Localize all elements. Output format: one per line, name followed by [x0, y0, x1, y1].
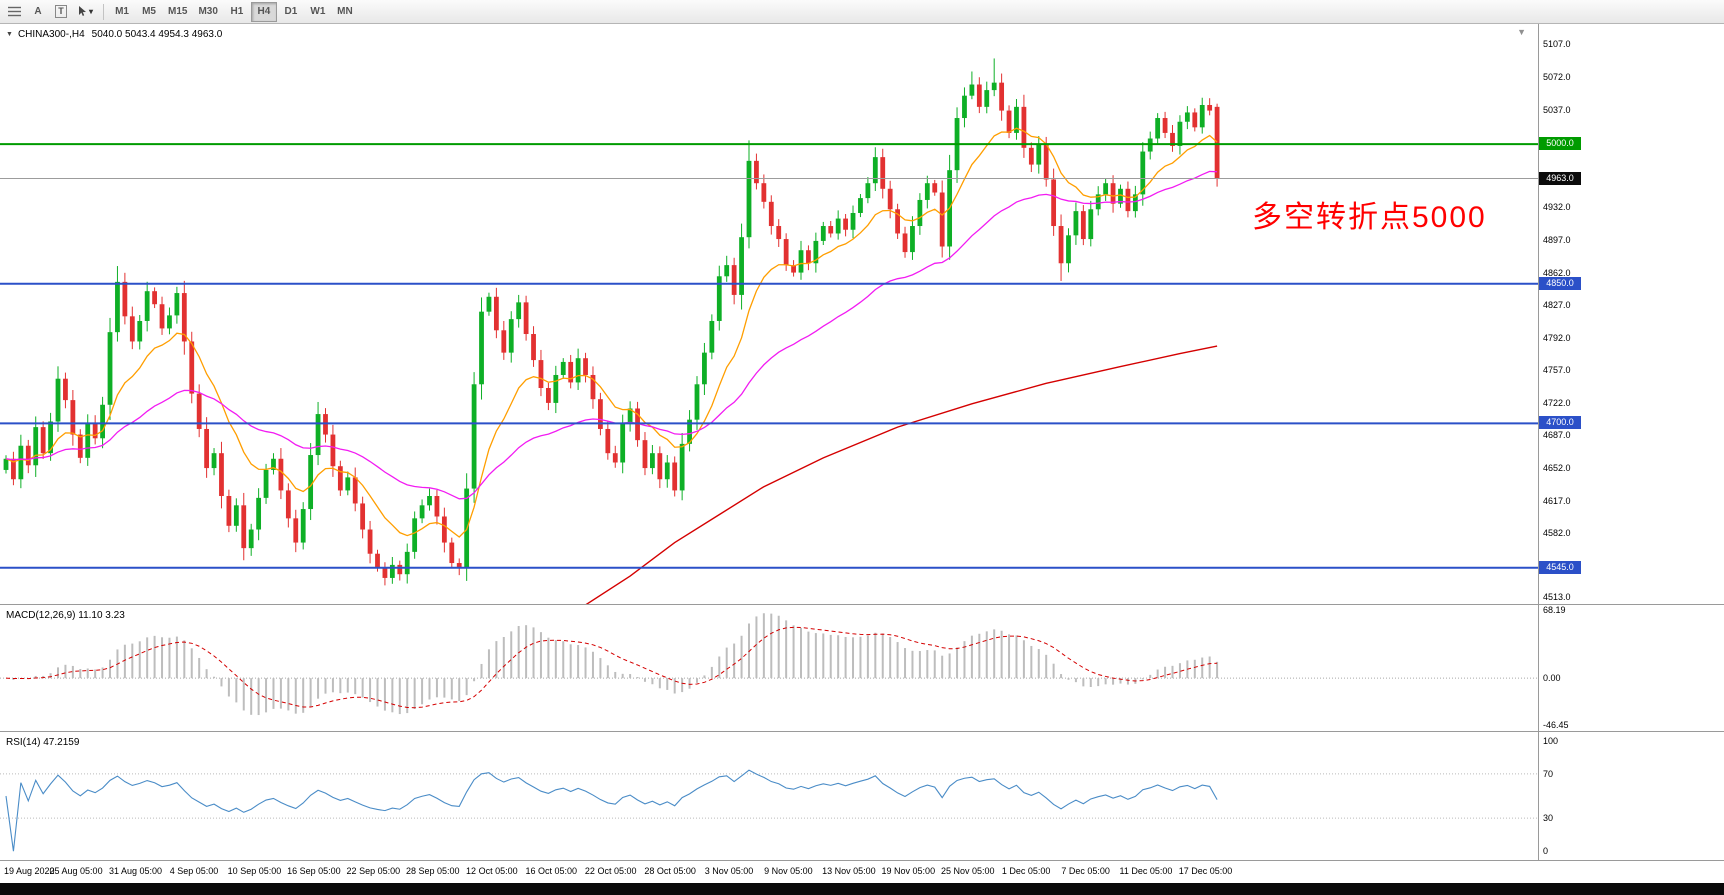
price-axis-label: 4827.0 [1543, 300, 1571, 311]
macd-panel: MACD(12,26,9) 11.10 3.23 68.19 0.00 -46.45 [0, 605, 1724, 732]
price-tag: 4850.0 [1539, 276, 1581, 290]
indicators-list-button[interactable] [3, 2, 26, 22]
time-axis-label: 9 Nov 05:00 [764, 866, 813, 876]
time-axis-label: 10 Sep 05:00 [227, 866, 282, 876]
timeframe-mn[interactable]: MN [332, 2, 358, 22]
toolbar-separator [103, 3, 105, 20]
candlestick-svg [0, 58, 1538, 604]
bottom-bar [0, 883, 1724, 895]
rsi-axis-label: 70 [1543, 768, 1554, 779]
time-axis-label: 13 Nov 05:00 [822, 866, 876, 876]
rsi-panel: RSI(14) 47.2159 100 70 30 0 [0, 732, 1724, 861]
time-axis-label: 19 Nov 05:00 [881, 866, 936, 876]
timeframe-m5[interactable]: M5 [136, 2, 162, 22]
time-axis-label: 7 Dec 05:00 [1061, 866, 1110, 876]
price-axis-label: 5107.0 [1543, 39, 1571, 50]
time-axis-label: 16 Sep 05:00 [287, 866, 341, 876]
time-axis-label: 3 Nov 05:00 [704, 866, 754, 876]
time-axis-label: 4 Sep 05:00 [169, 866, 219, 876]
time-axis-label: 1 Dec 05:00 [1001, 866, 1051, 876]
macd-axis[interactable]: 68.19 0.00 -46.45 [1539, 605, 1724, 731]
price-axis-label: 4722.0 [1543, 397, 1571, 408]
list-icon [8, 6, 21, 17]
main-plot[interactable]: ▼ CHINA300-,H4 5040.0 5043.4 4954.3 4963… [0, 24, 1539, 604]
letter-a-icon: A [34, 6, 42, 17]
text-tool-button[interactable]: T [50, 2, 72, 22]
chevron-down-icon: ▾ [89, 7, 94, 16]
timeframe-h1[interactable]: H1 [224, 2, 250, 22]
symbol-dropdown-icon: ▼ [6, 31, 13, 38]
time-axis-label: 19 Aug 2020 [4, 866, 55, 876]
time-axis-label: 25 Aug 05:00 [49, 866, 103, 876]
price-axis-label: 4757.0 [1543, 365, 1571, 376]
time-axis-label: 12 Oct 05:00 [466, 866, 518, 876]
price-axis-label: 4652.0 [1543, 463, 1571, 474]
rsi-axis-label: 100 [1543, 735, 1559, 746]
timeframe-m1[interactable]: M1 [109, 2, 135, 22]
time-axis-label: 31 Aug 05:00 [108, 866, 163, 876]
time-axis-label: 17 Dec 05:00 [1178, 866, 1233, 876]
timeframe-h4[interactable]: H4 [250, 1, 277, 22]
price-axis-label: 4513.0 [1543, 592, 1571, 603]
price-axis-label: 4792.0 [1543, 332, 1571, 343]
timeframe-w1[interactable]: W1 [305, 2, 331, 22]
price-chart-panel: ▼ CHINA300-,H4 5040.0 5043.4 4954.3 4963… [0, 24, 1724, 605]
price-axis-label: 5072.0 [1543, 72, 1571, 83]
timeframe-m30[interactable]: M30 [193, 2, 222, 22]
macd-axis-label: -46.45 [1543, 720, 1569, 731]
timeframe-d1[interactable]: D1 [278, 2, 304, 22]
price-axis[interactable]: 5000.0 4963.0 4850.0 4700.0 4545.0 5107.0 5072… [1539, 24, 1724, 604]
rsi-axis[interactable]: 100 70 30 0 [1539, 732, 1724, 860]
macd-label: MACD(12,26,9) 11.10 3.23 [6, 610, 125, 621]
time-axis[interactable]: 19 Aug 2020 25 Aug 05:00 31 Aug 05:00 4 Sep… [0, 861, 1724, 883]
time-axis-label: 11 Dec 05:00 [1119, 866, 1173, 876]
letter-t-icon: T [55, 5, 67, 18]
price-tag: 4963.0 [1539, 171, 1581, 185]
main-toolbar: A T ▾ M1 M5 M15 M30 H1 H4 D1 W1 MN [0, 0, 1724, 24]
macd-axis-label: 68.19 [1543, 605, 1566, 615]
rsi-axis-label: 30 [1543, 813, 1554, 824]
price-tag: 4700.0 [1539, 416, 1581, 430]
price-axis-label: 4932.0 [1543, 202, 1571, 213]
price-axis-label: 4617.0 [1543, 495, 1571, 506]
timeframe-m15[interactable]: M15 [163, 2, 192, 22]
arrow-tool-button[interactable]: A [27, 2, 49, 22]
price-axis-label: 4582.0 [1543, 528, 1571, 539]
ohlc-values: 5040.0 5043.4 4954.3 4963.0 [91, 29, 223, 40]
time-axis-label: 28 Oct 05:00 [644, 866, 696, 876]
time-axis-label: 22 Oct 05:00 [584, 866, 637, 876]
cursor-icon [79, 6, 86, 16]
macd-svg [0, 613, 1538, 716]
time-axis-label: 16 Oct 05:00 [525, 866, 578, 876]
rsi-plot[interactable]: RSI(14) 47.2159 [0, 732, 1539, 860]
rsi-label: RSI(14) 47.2159 [6, 737, 80, 748]
macd-axis-label: 0.00 [1543, 673, 1561, 684]
rsi-axis-label: 0 [1543, 846, 1549, 857]
annotation-text: 多空转折点5000 [1252, 201, 1487, 234]
price-axis-label: 4897.0 [1543, 234, 1571, 245]
chart-shift-marker-icon[interactable]: ▼ [1517, 27, 1526, 37]
rsi-svg [0, 769, 1538, 852]
symbol-timeframe-label: CHINA300-,H4 [17, 29, 85, 40]
time-axis-label: 28 Sep 05:00 [406, 866, 460, 876]
drawing-tools-button[interactable]: ▾ [73, 2, 98, 22]
chart-title: ▼ CHINA300-,H4 5040.0 5043.4 4954.3 4963… [6, 29, 222, 40]
price-tag: 5000.0 [1539, 137, 1581, 151]
price-axis-label: 5037.0 [1543, 104, 1571, 115]
time-axis-label: 25 Nov 05:00 [940, 866, 995, 876]
price-tag: 4545.0 [1539, 560, 1581, 574]
macd-plot[interactable]: MACD(12,26,9) 11.10 3.23 [0, 605, 1539, 731]
price-axis-label: 4862.0 [1543, 267, 1571, 278]
price-axis-label: 4687.0 [1543, 430, 1571, 441]
time-axis-label: 22 Sep 05:00 [346, 866, 401, 876]
